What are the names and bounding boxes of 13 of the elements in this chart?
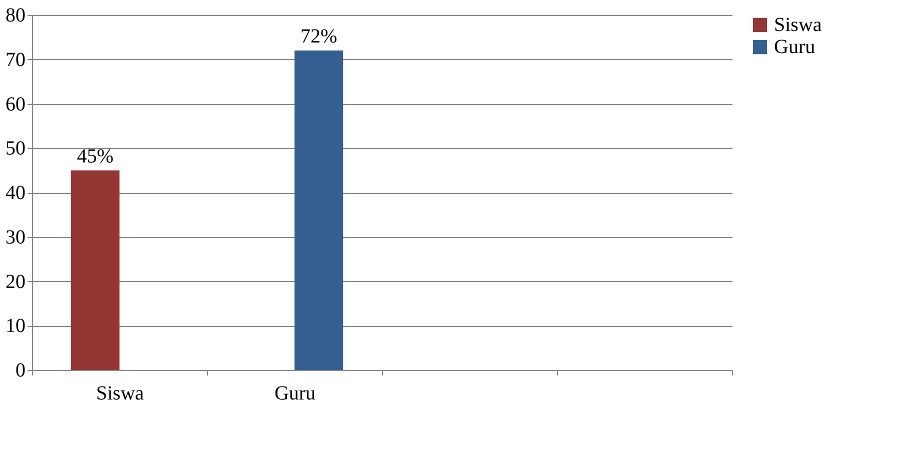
y-tick-label: 70: [6, 48, 26, 71]
y-tick-label: 80: [6, 4, 26, 26]
y-tick-label: 0: [16, 360, 26, 382]
y-tick-label: 20: [6, 270, 26, 293]
y-tick-label: 10: [6, 315, 26, 338]
legend-label: Siswa: [774, 14, 822, 36]
y-tick-label: 40: [6, 182, 26, 204]
legend-label: Guru: [774, 36, 816, 58]
data-label: 72%: [300, 26, 338, 48]
y-tick-label: 60: [6, 93, 26, 116]
data-label: 45%: [76, 145, 114, 168]
y-tick-label: 30: [6, 226, 26, 248]
y-tick-label: 50: [6, 138, 26, 160]
